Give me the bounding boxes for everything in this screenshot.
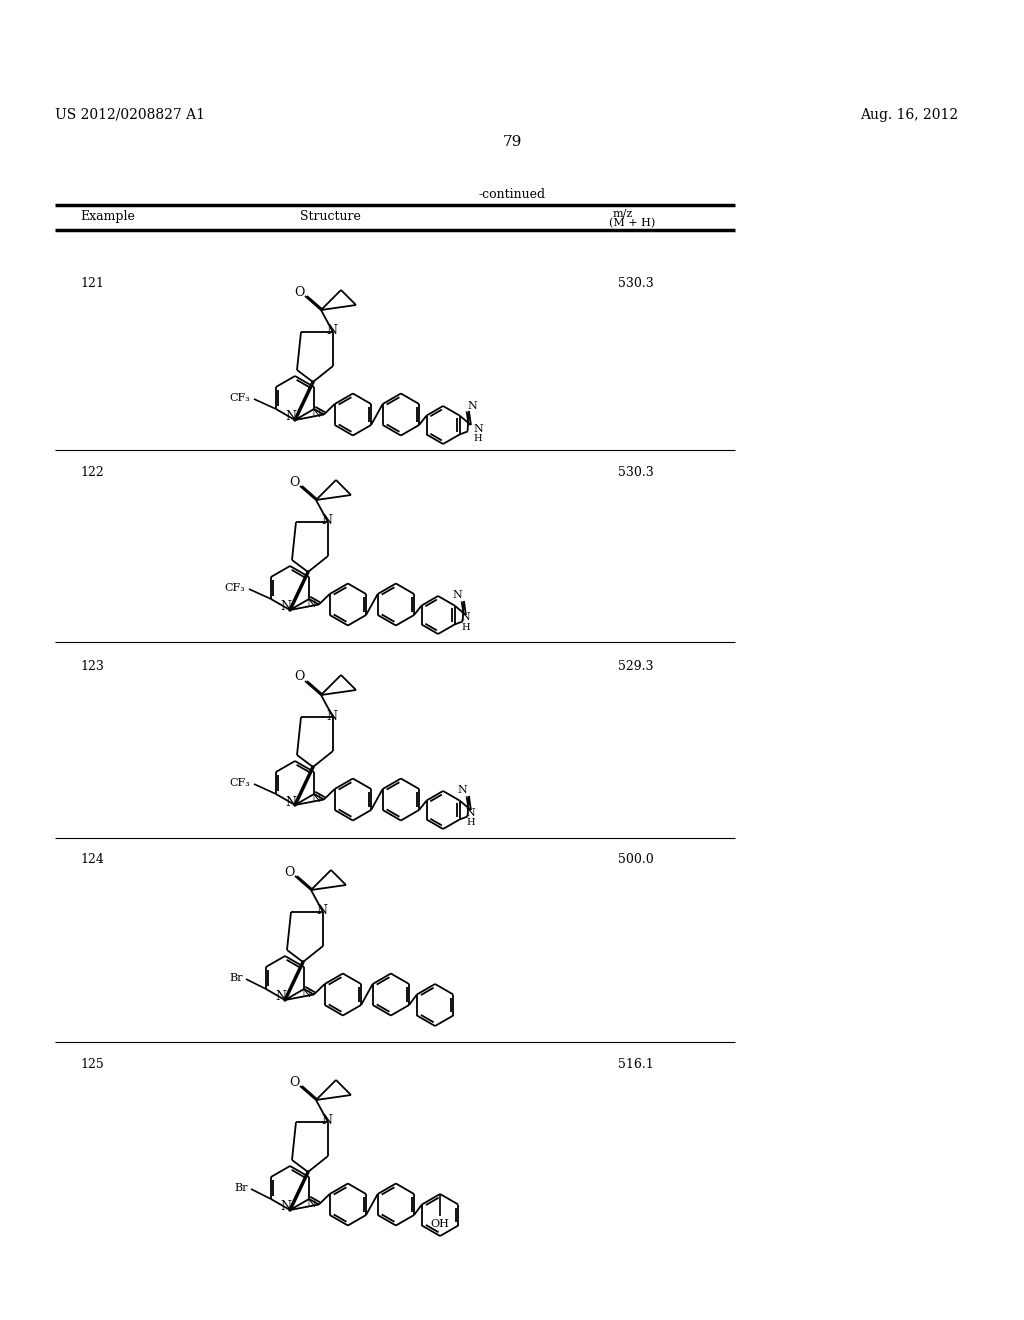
Text: 121: 121 bbox=[80, 277, 103, 290]
Text: N: N bbox=[286, 796, 297, 808]
Text: N: N bbox=[306, 599, 316, 609]
Text: 516.1: 516.1 bbox=[618, 1059, 653, 1071]
Text: O: O bbox=[294, 671, 304, 684]
Text: 124: 124 bbox=[80, 853, 103, 866]
Text: 530.3: 530.3 bbox=[618, 466, 653, 479]
Text: OH: OH bbox=[431, 1218, 450, 1229]
Text: N: N bbox=[311, 795, 321, 804]
Text: 500.0: 500.0 bbox=[618, 853, 653, 866]
Text: 530.3: 530.3 bbox=[618, 277, 653, 290]
Text: (M + H): (M + H) bbox=[609, 218, 655, 228]
Text: N: N bbox=[311, 409, 321, 418]
Text: N: N bbox=[275, 990, 287, 1003]
Text: Aug. 16, 2012: Aug. 16, 2012 bbox=[860, 108, 958, 121]
Text: O: O bbox=[294, 285, 304, 298]
Text: N: N bbox=[286, 411, 297, 424]
Text: H: H bbox=[466, 818, 475, 828]
Text: H: H bbox=[473, 434, 482, 444]
Text: N: N bbox=[322, 1114, 333, 1127]
Text: N: N bbox=[316, 904, 328, 917]
Text: 125: 125 bbox=[80, 1059, 103, 1071]
Text: N: N bbox=[473, 424, 483, 433]
Text: O: O bbox=[284, 866, 294, 879]
Text: Example: Example bbox=[80, 210, 135, 223]
Text: 122: 122 bbox=[80, 466, 103, 479]
Text: N: N bbox=[466, 808, 475, 817]
Text: 123: 123 bbox=[80, 660, 103, 673]
Text: CF₃: CF₃ bbox=[224, 583, 246, 593]
Text: O: O bbox=[289, 1076, 299, 1089]
Text: H: H bbox=[461, 623, 470, 632]
Text: N: N bbox=[453, 590, 462, 601]
Text: US 2012/0208827 A1: US 2012/0208827 A1 bbox=[55, 108, 205, 121]
Text: N: N bbox=[281, 1200, 292, 1213]
Text: Br: Br bbox=[234, 1183, 248, 1193]
Text: CF₃: CF₃ bbox=[229, 777, 250, 788]
Text: N: N bbox=[461, 612, 470, 623]
Text: -continued: -continued bbox=[478, 187, 546, 201]
Text: N: N bbox=[457, 785, 467, 795]
Text: 79: 79 bbox=[503, 135, 521, 149]
Text: m/z: m/z bbox=[613, 209, 633, 218]
Text: N: N bbox=[306, 1199, 316, 1209]
Text: N: N bbox=[327, 710, 338, 722]
Text: N: N bbox=[301, 989, 311, 999]
Text: 529.3: 529.3 bbox=[618, 660, 653, 673]
Text: N: N bbox=[281, 601, 292, 614]
Text: CF₃: CF₃ bbox=[229, 393, 250, 403]
Text: O: O bbox=[289, 475, 299, 488]
Text: N: N bbox=[327, 325, 338, 338]
Text: N: N bbox=[322, 515, 333, 528]
Text: Br: Br bbox=[229, 973, 243, 983]
Text: N: N bbox=[467, 401, 477, 411]
Text: Structure: Structure bbox=[300, 210, 360, 223]
